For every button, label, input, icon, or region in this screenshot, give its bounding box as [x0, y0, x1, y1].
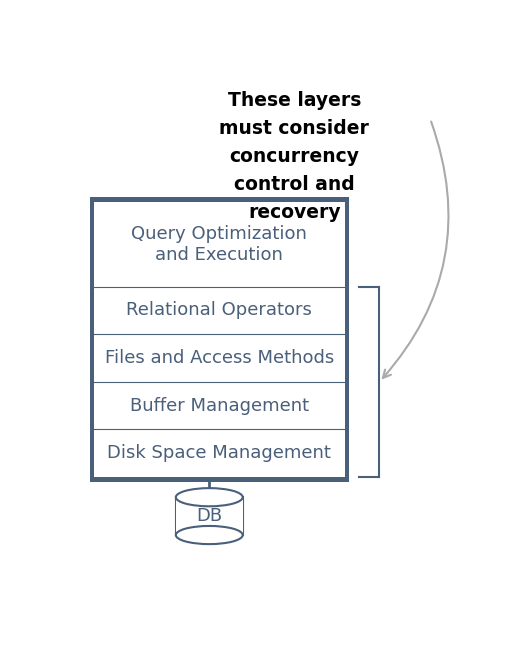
Text: These layers
must consider
concurrency
control and
recovery: These layers must consider concurrency c…: [220, 91, 369, 222]
Bar: [90, 197, 349, 482]
Text: Files and Access Methods: Files and Access Methods: [105, 349, 334, 367]
Text: Buffer Management: Buffer Management: [130, 396, 309, 415]
Text: Relational Operators: Relational Operators: [127, 301, 312, 320]
Bar: [94, 430, 345, 477]
Bar: [94, 286, 345, 334]
Bar: [94, 334, 345, 382]
Text: Disk Space Management: Disk Space Management: [107, 444, 332, 462]
Text: Query Optimization
and Execution: Query Optimization and Execution: [131, 225, 308, 264]
Bar: [176, 497, 243, 535]
Bar: [94, 202, 345, 286]
Text: DB: DB: [196, 507, 222, 525]
Bar: [94, 382, 345, 430]
Ellipse shape: [176, 488, 243, 506]
Ellipse shape: [176, 526, 243, 544]
